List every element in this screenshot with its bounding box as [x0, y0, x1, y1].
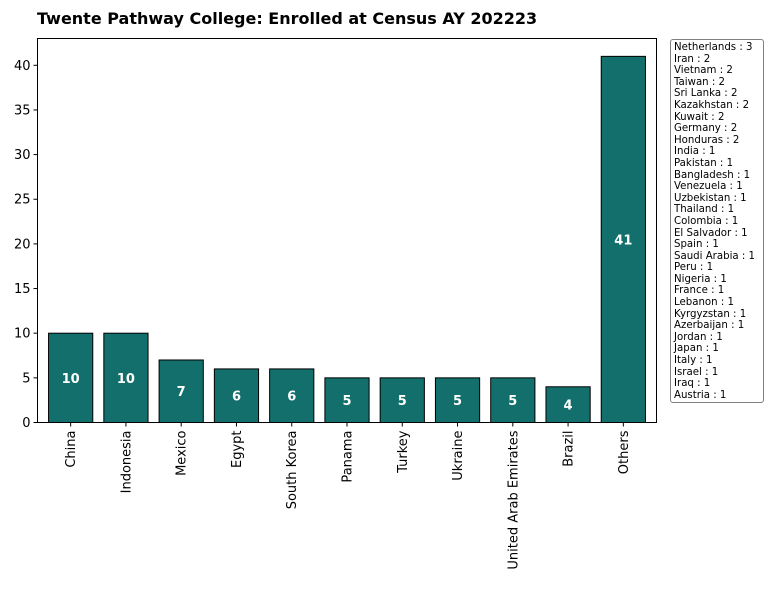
others-breakdown-item: Honduras : 2: [674, 134, 740, 146]
others-breakdown-item: Lebanon : 1: [674, 297, 735, 309]
bar: [434, 377, 481, 424]
x-tick-label: Indonesia: [119, 431, 134, 494]
bar: [269, 368, 315, 424]
y-tick-label: 40: [14, 59, 31, 74]
bar-value-label: 5: [508, 394, 517, 409]
others-breakdown-item: Thailand : 1: [674, 204, 735, 216]
others-breakdown-item: Kazakhstan : 2: [674, 99, 750, 111]
y-tick-label: 10: [14, 327, 31, 342]
bar-value-label: 6: [232, 390, 241, 405]
x-tick-label: South Korea: [285, 431, 300, 510]
others-breakdown-item: Austria : 1: [674, 389, 727, 401]
bar-value-label: 5: [398, 394, 407, 409]
bar: [213, 368, 260, 424]
bar: [379, 377, 425, 424]
others-breakdown-item: Kuwait : 2: [674, 111, 725, 123]
x-tick-label: Panama: [341, 431, 356, 483]
x-tick-label: Turkey: [396, 430, 411, 474]
others-breakdown-item: Jordan : 1: [674, 331, 723, 343]
x-tick-label: Others: [617, 430, 632, 474]
bars: 10 10 7 6 6 5 5 5 5 4 41: [48, 55, 646, 424]
x-tick-label: Egypt: [230, 431, 245, 469]
others-breakdown-item: India : 1: [674, 146, 716, 158]
chart-title: Twente Pathway College: Enrolled at Cens…: [37, 9, 537, 28]
bar-value-label: 41: [614, 233, 632, 248]
others-breakdown-item: El Salvador : 1: [674, 227, 748, 239]
others-breakdown-item: Peru : 1: [674, 262, 714, 274]
others-breakdown-item: Israel : 1: [674, 366, 719, 378]
others-breakdown-item: Sri Lanka : 2: [674, 88, 738, 100]
others-breakdown-item: France : 1: [674, 285, 725, 297]
others-breakdown-item: Uzbekistan : 1: [674, 192, 747, 204]
x-tick-label: Mexico: [175, 430, 190, 475]
others-breakdown-item: Bangladesh : 1: [674, 169, 751, 181]
others-breakdown-item: Azerbaijan : 1: [674, 320, 745, 332]
x-tick-label: China: [64, 431, 79, 468]
others-breakdown-item: Germany : 2: [674, 123, 738, 135]
others-breakdown-item: Nigeria : 1: [674, 273, 727, 285]
others-breakdown-item: Pakistan : 1: [674, 157, 734, 169]
bar-value-label: 7: [177, 385, 186, 400]
others-breakdown-item: Iraq : 1: [674, 378, 711, 390]
x-tick-label: Brazil: [562, 431, 577, 467]
others-breakdown-item: Kyrgyzstan : 1: [674, 308, 747, 320]
y-tick-label: 35: [14, 103, 31, 118]
bar-value-label: 6: [287, 390, 296, 405]
others-breakdown-item: Italy : 1: [674, 355, 713, 367]
bar-value-label: 4: [564, 399, 573, 414]
plot-frame: [37, 38, 657, 423]
y-tick-label: 5: [22, 371, 30, 386]
x-tick-label: Ukraine: [451, 431, 466, 481]
x-tick-label: United Arab Emirates: [506, 430, 521, 569]
bar: [490, 377, 536, 424]
others-breakdown-item: Vietnam : 2: [674, 65, 733, 77]
others-breakdown-box: Netherlands : 3 Iran : 2 Vietnam : 2 Taiwan…: [670, 39, 764, 403]
y-tick-label: 15: [14, 282, 31, 297]
bar-value-label: 10: [117, 372, 135, 387]
others-breakdown-item: Colombia : 1: [674, 215, 739, 227]
bar: [103, 332, 149, 423]
bar: [600, 55, 646, 423]
y-tick-label: 25: [14, 193, 31, 208]
others-breakdown-item: Iran : 2: [674, 53, 711, 65]
others-breakdown-item: Spain : 1: [674, 239, 719, 251]
bar: [158, 359, 204, 423]
bar: [545, 386, 591, 424]
y-axis: 0 5 10 15 20 25 30 35 40: [14, 59, 38, 431]
bar-value-label: 5: [453, 394, 462, 409]
others-breakdown-item: Japan : 1: [674, 343, 719, 355]
others-breakdown-item: Venezuela : 1: [674, 181, 743, 193]
others-breakdown-item: Netherlands : 3: [674, 42, 753, 53]
y-tick-label: 0: [22, 416, 30, 431]
y-tick-label: 20: [14, 237, 31, 252]
bar-value-label: 5: [342, 394, 351, 409]
others-breakdown-item: Taiwan : 2: [674, 76, 726, 88]
y-tick-label: 30: [14, 148, 31, 163]
bar-value-label: 10: [62, 372, 80, 387]
bar: [48, 332, 94, 423]
x-axis: China Indonesia Mexico Egypt South Korea Pana…: [64, 422, 632, 570]
others-breakdown-item: Saudi Arabia : 1: [674, 250, 756, 262]
